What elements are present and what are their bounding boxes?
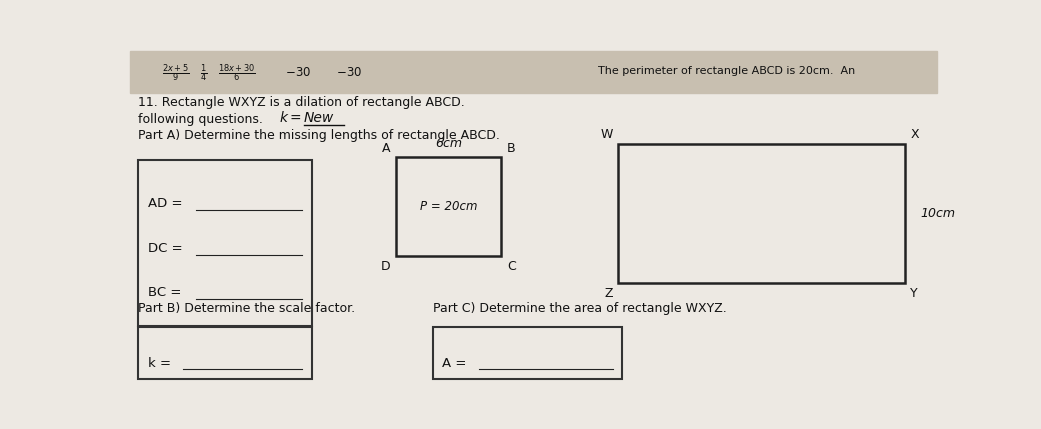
Text: C: C [507,260,515,273]
Text: DC =: DC = [148,242,182,254]
Text: D: D [381,260,390,273]
Text: Part B) Determine the scale factor.: Part B) Determine the scale factor. [138,302,355,315]
Text: 6cm: 6cm [435,137,462,150]
Text: A: A [382,142,390,154]
Bar [397,157,502,256]
Text: Z: Z [604,287,612,300]
Text: 10cm: 10cm [920,207,956,220]
Bar [130,51,937,93]
Text: Y: Y [910,287,918,300]
Text: Part A) Determine the missing lengths of rectangle ABCD.: Part A) Determine the missing lengths of… [138,129,500,142]
Text: X: X [910,128,919,141]
Text: $\frac{2x+5}{9}$   $\frac{1}{4}$   $\frac{18x+30}{6}$        $-30$       $-30$: $\frac{2x+5}{9}$ $\frac{1}{4}$ $\frac{18… [162,63,362,85]
Text: 11. Rectangle WXYZ is a dilation of rectangle ABCD.: 11. Rectangle WXYZ is a dilation of rect… [138,96,465,109]
Bar [138,327,311,378]
Text: Part C) Determine the area of rectangle WXYZ.: Part C) Determine the area of rectangle … [433,302,727,315]
Bar [618,144,905,283]
Bar [433,327,623,378]
Text: W: W [601,128,612,141]
Text: A =: A = [442,356,466,370]
Text: following questions.: following questions. [138,113,263,126]
Bar [138,160,311,326]
Text: $k=$: $k=$ [279,110,302,125]
Text: AD =: AD = [148,197,182,210]
Text: P = 20cm: P = 20cm [421,200,478,213]
Text: k =: k = [148,356,171,370]
Text: B: B [507,142,515,154]
Text: BC =: BC = [148,286,181,299]
Text: New: New [304,111,334,124]
Text: The perimeter of rectangle ABCD is 20cm.  An: The perimeter of rectangle ABCD is 20cm.… [598,66,856,76]
